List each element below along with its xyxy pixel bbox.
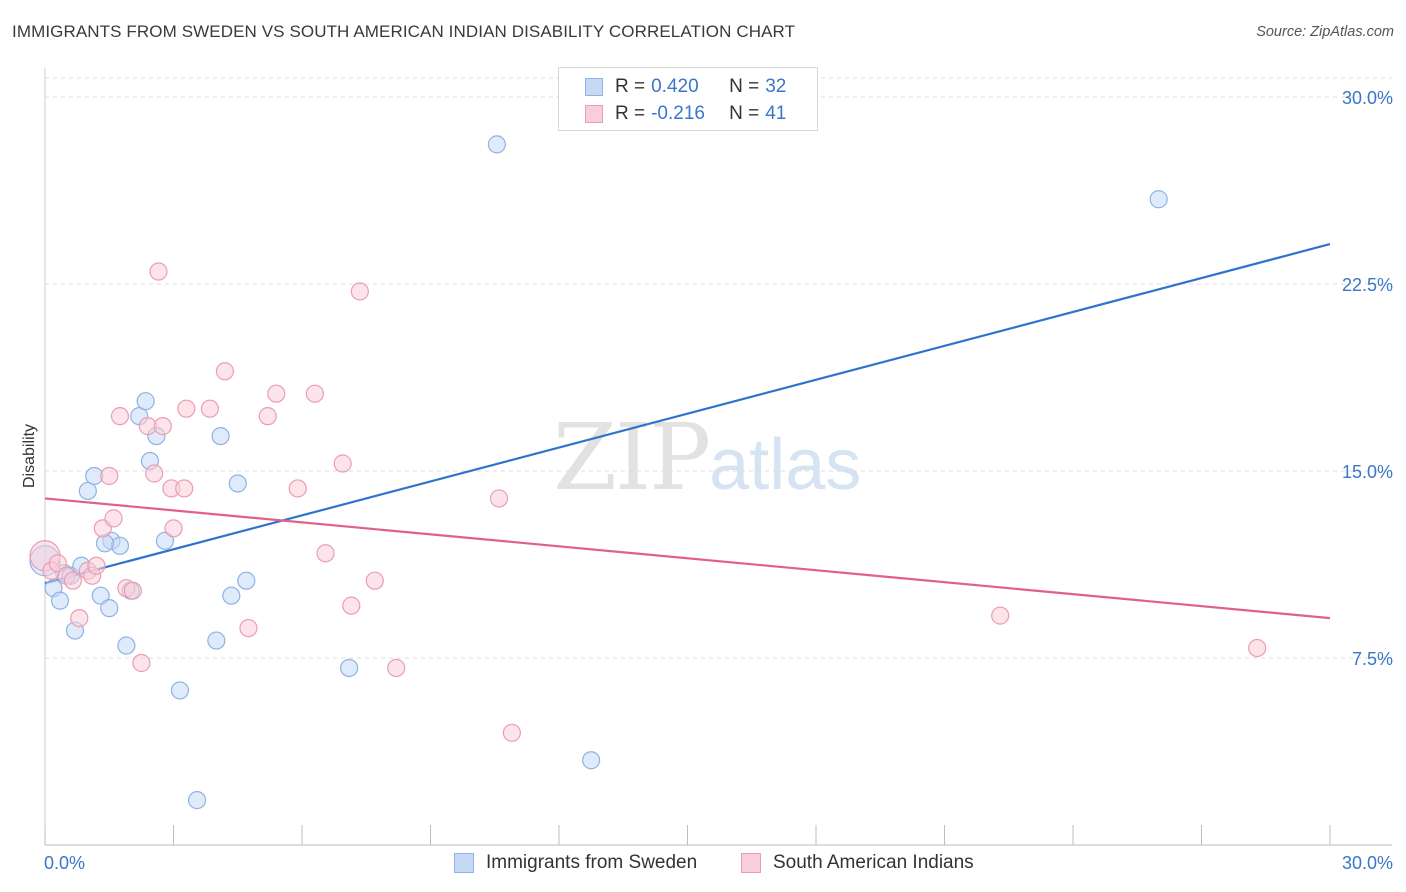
y-axis-label: Disability [21, 424, 38, 488]
y-tick-label: 15.0% [1342, 462, 1393, 482]
point-south-american [48, 554, 67, 573]
y-tick-label: 7.5% [1352, 649, 1393, 669]
chart-title: IMMIGRANTS FROM SWEDEN VS SOUTH AMERICAN… [12, 22, 796, 41]
point-sweden [582, 751, 601, 770]
point-sweden [170, 681, 190, 700]
point-south-american [215, 362, 234, 381]
legend-label-south-american: South American Indians [773, 852, 974, 873]
point-south-american [87, 556, 106, 575]
source-label: Source: ZipAtlas.com [1256, 24, 1394, 40]
point-south-american [149, 262, 168, 281]
legend-n-label: N = [729, 103, 760, 124]
legend-r-label: R = [615, 103, 646, 124]
legend-row-sweden: R = 0.420 N = 32 [585, 75, 786, 99]
trend-line-sweden [44, 243, 1331, 585]
point-south-american [333, 454, 352, 473]
point-south-american [342, 596, 361, 615]
point-sweden [207, 631, 226, 650]
legend-n-value: 32 [765, 76, 787, 97]
point-south-american [200, 399, 220, 418]
axes [44, 68, 1392, 846]
legend-r-value: -0.216 [651, 103, 705, 124]
point-south-american [110, 407, 130, 426]
point-sweden [95, 534, 115, 553]
point-south-american [267, 384, 286, 403]
point-sweden [222, 586, 241, 605]
legend-n-label: N = [729, 76, 760, 97]
legend-r-value: 0.420 [651, 76, 699, 97]
point-south-american [104, 509, 123, 528]
point-south-american [70, 609, 89, 628]
y-tick-label: 30.0% [1342, 88, 1393, 108]
trend-line-south-american [44, 497, 1331, 620]
point-south-american [177, 399, 196, 418]
point-south-american [63, 571, 82, 590]
point-south-american [288, 479, 307, 498]
point-sweden [340, 658, 359, 678]
point-sweden [117, 636, 136, 655]
point-south-american [100, 466, 119, 486]
point-south-american [123, 581, 142, 600]
point-south-american [316, 544, 335, 563]
point-south-american [305, 384, 324, 403]
point-sweden [1149, 190, 1168, 209]
point-south-american [132, 653, 151, 673]
point-sweden [237, 571, 256, 590]
legend-label-sweden: Immigrants from Sweden [486, 852, 698, 873]
point-south-american [502, 723, 521, 742]
legend-swatch-blue [585, 78, 603, 96]
point-south-american [175, 479, 194, 498]
legend-r-label: R = [615, 76, 646, 97]
watermark: ZIPatlas [553, 404, 861, 511]
legend-swatch-pink [585, 105, 603, 123]
point-sweden [211, 426, 230, 446]
point-sweden [187, 791, 207, 810]
point-south-american [350, 282, 369, 301]
legend-item-sweden[interactable]: Immigrants from Sweden [454, 852, 697, 874]
point-sweden [91, 586, 110, 605]
point-south-american [365, 571, 384, 590]
x-tick-label-min: 0.0% [44, 853, 85, 873]
point-south-american [387, 658, 406, 678]
point-sweden [110, 536, 130, 555]
point-sweden [136, 392, 155, 411]
point-south-american [991, 606, 1010, 625]
point-south-american [489, 489, 509, 508]
y-tick-label: 22.5% [1342, 275, 1393, 295]
data-points [29, 135, 1267, 810]
point-south-american [164, 519, 183, 538]
tick-labels: 7.5% 15.0% 22.5% 30.0% 0.0% 30.0% [44, 88, 1393, 873]
series-legend: Immigrants from Sweden South American In… [0, 852, 1406, 878]
legend-swatch-pink [741, 853, 761, 873]
point-south-american [239, 618, 258, 638]
point-sweden [100, 599, 119, 618]
point-sweden [155, 531, 175, 550]
legend-n-value: 41 [765, 103, 787, 124]
point-sweden [50, 591, 70, 610]
legend-row-south-american: R = -0.216 N = 41 [585, 102, 786, 126]
legend-item-south-american[interactable]: South American Indians [741, 852, 974, 874]
point-sweden [78, 481, 97, 501]
point-south-american [258, 407, 277, 426]
watermark-atlas: atlas [709, 425, 862, 505]
x-tick-label-max: 30.0% [1342, 853, 1393, 873]
point-sweden [228, 474, 247, 493]
trend-lines [44, 243, 1331, 620]
point-sweden [487, 135, 506, 154]
grid-lines [45, 77, 1392, 659]
legend-swatch-blue [454, 853, 474, 873]
point-south-american [145, 464, 164, 483]
watermark-zip: ZIP [553, 404, 711, 511]
point-south-american [153, 417, 172, 436]
correlation-legend: R = 0.420 N = 32 R = -0.216 N = 41 [558, 67, 818, 131]
point-south-american [1248, 638, 1267, 658]
